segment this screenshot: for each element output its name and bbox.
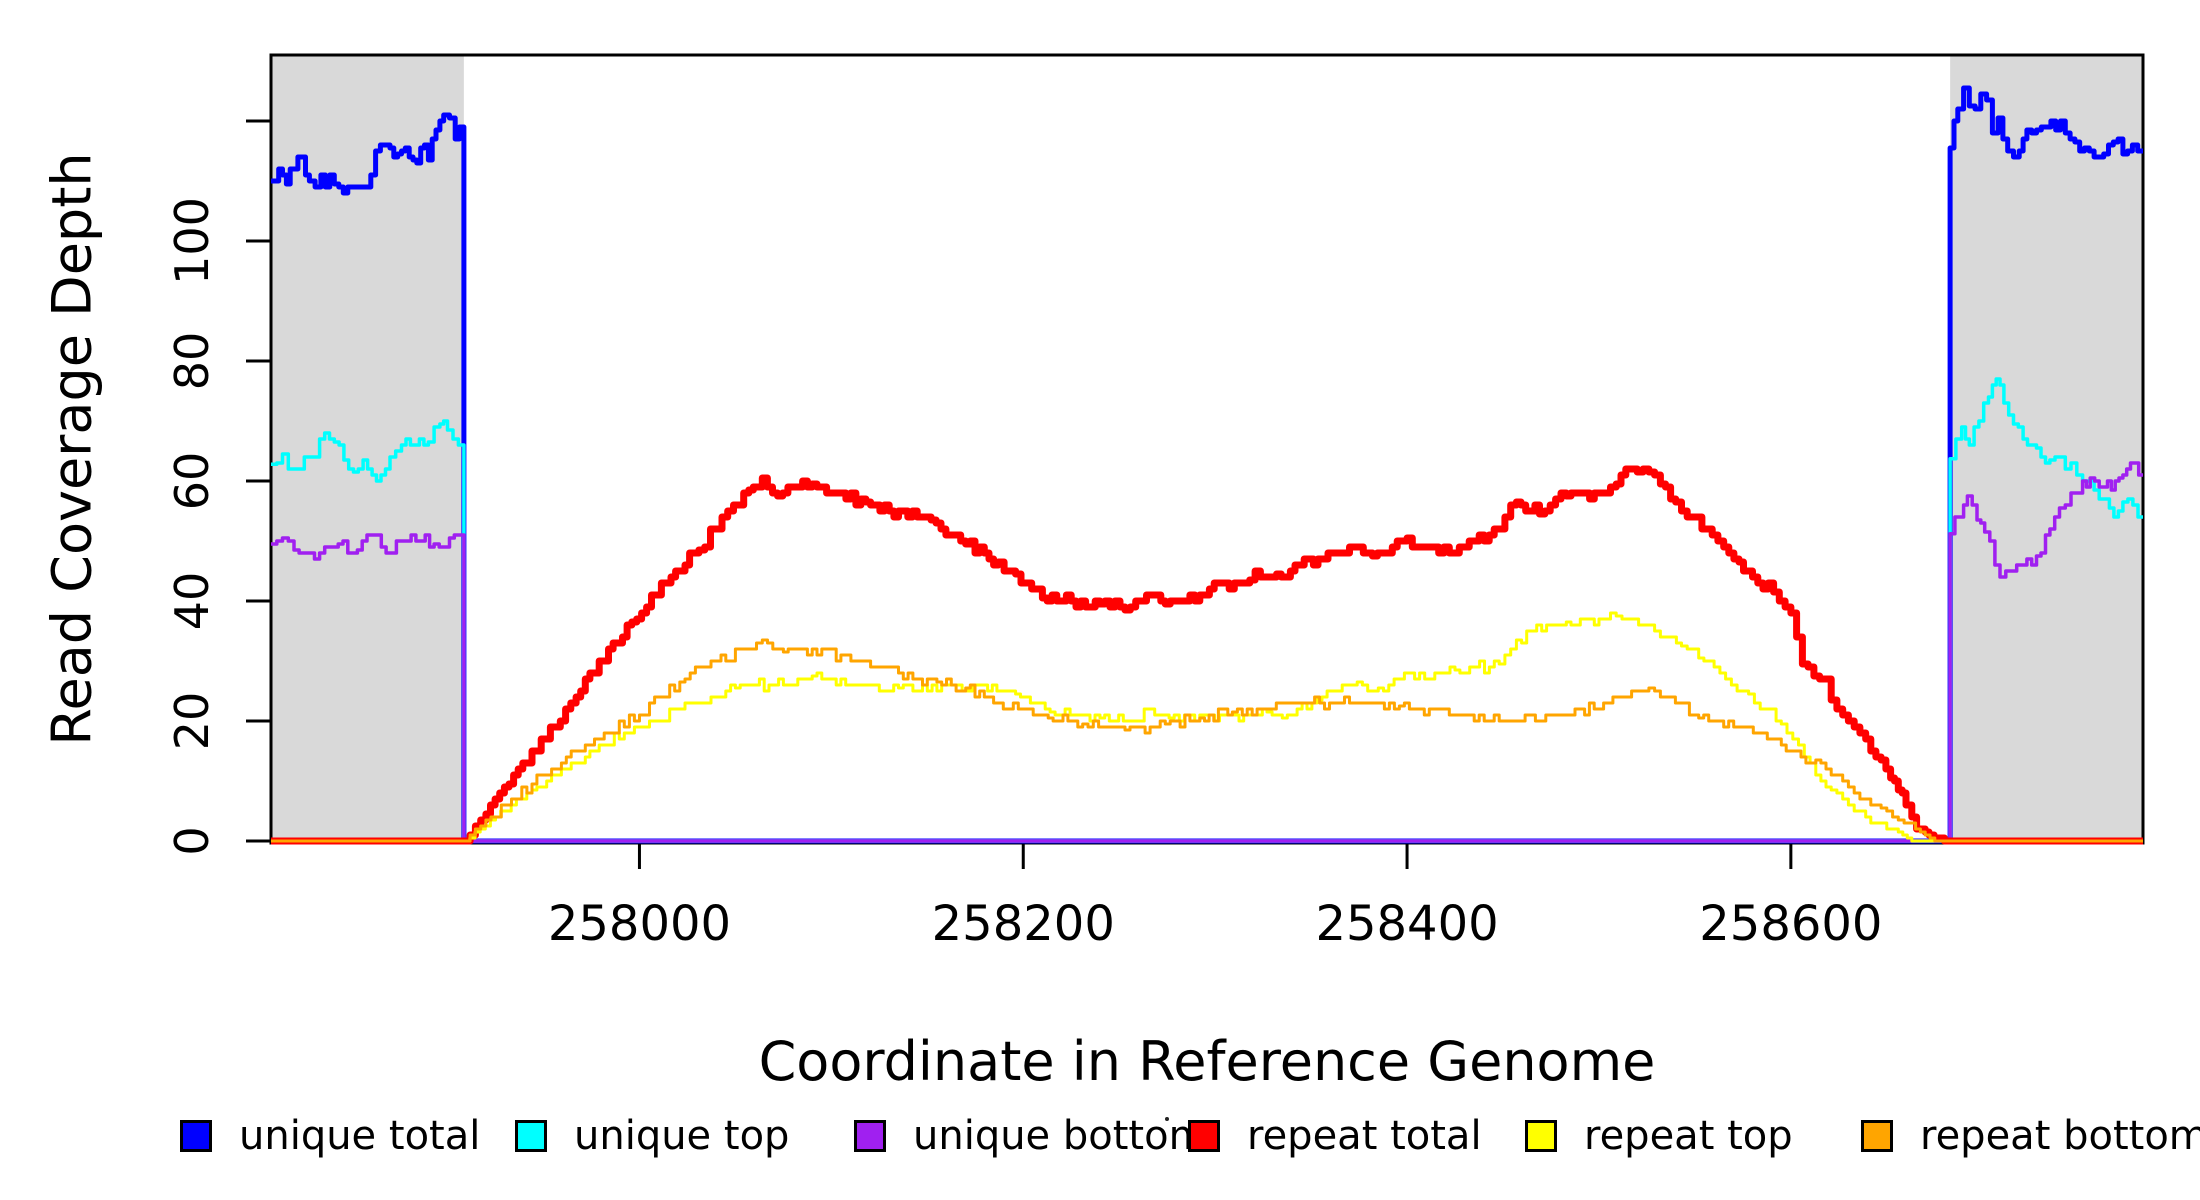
legend-item-unique-total: unique total <box>180 1113 481 1159</box>
x-tick-label: 258000 <box>548 896 731 952</box>
y-tick-label: 0 <box>165 826 219 855</box>
stray-mark-dot <box>1165 1117 1169 1121</box>
y-tick-label: 40 <box>165 572 219 631</box>
legend-label: unique bottom <box>913 1113 1208 1159</box>
x-axis-title: Coordinate in Reference Genome <box>758 1030 1656 1093</box>
legend-swatch-icon <box>854 1120 886 1152</box>
x-tick-label: 258200 <box>932 896 1115 952</box>
legend-swatch-icon <box>180 1120 212 1152</box>
x-tick-label: 258600 <box>1699 896 1882 952</box>
y-tick-label: 60 <box>165 452 219 511</box>
legend-swatch-icon <box>1525 1120 1557 1152</box>
series-line-unique-bottom <box>271 461 2143 843</box>
legend-item-unique-bottom: unique bottom <box>854 1113 1208 1159</box>
shaded-unique-region <box>271 55 464 843</box>
legend: unique total unique top unique bottom repea… <box>0 1113 2200 1159</box>
legend-swatch-icon <box>1188 1120 1220 1152</box>
y-tick-label: 80 <box>165 332 219 391</box>
x-tick-label: 258400 <box>1315 896 1498 952</box>
y-tick-label: 100 <box>165 197 219 285</box>
legend-item-repeat-bottom: repeat bottom <box>1861 1113 2200 1159</box>
series-line-repeat-total <box>271 465 2143 845</box>
legend-item-repeat-total: repeat total <box>1188 1113 1482 1159</box>
legend-label: repeat bottom <box>1920 1113 2200 1159</box>
y-axis-title: Read Coverage Depth <box>40 152 104 746</box>
shaded-unique-region <box>1950 55 2143 843</box>
legend-label: repeat top <box>1584 1113 1793 1159</box>
series-line-repeat-bottom <box>271 638 2143 843</box>
legend-swatch-icon <box>515 1120 547 1152</box>
legend-label: unique total <box>239 1113 481 1159</box>
y-tick-label: 20 <box>165 692 219 751</box>
legend-item-unique-top: unique top <box>515 1113 790 1159</box>
legend-label: repeat total <box>1247 1113 1482 1159</box>
legend-swatch-icon <box>1861 1120 1893 1152</box>
legend-label: unique top <box>574 1113 790 1159</box>
legend-item-repeat-top: repeat top <box>1525 1113 1793 1159</box>
